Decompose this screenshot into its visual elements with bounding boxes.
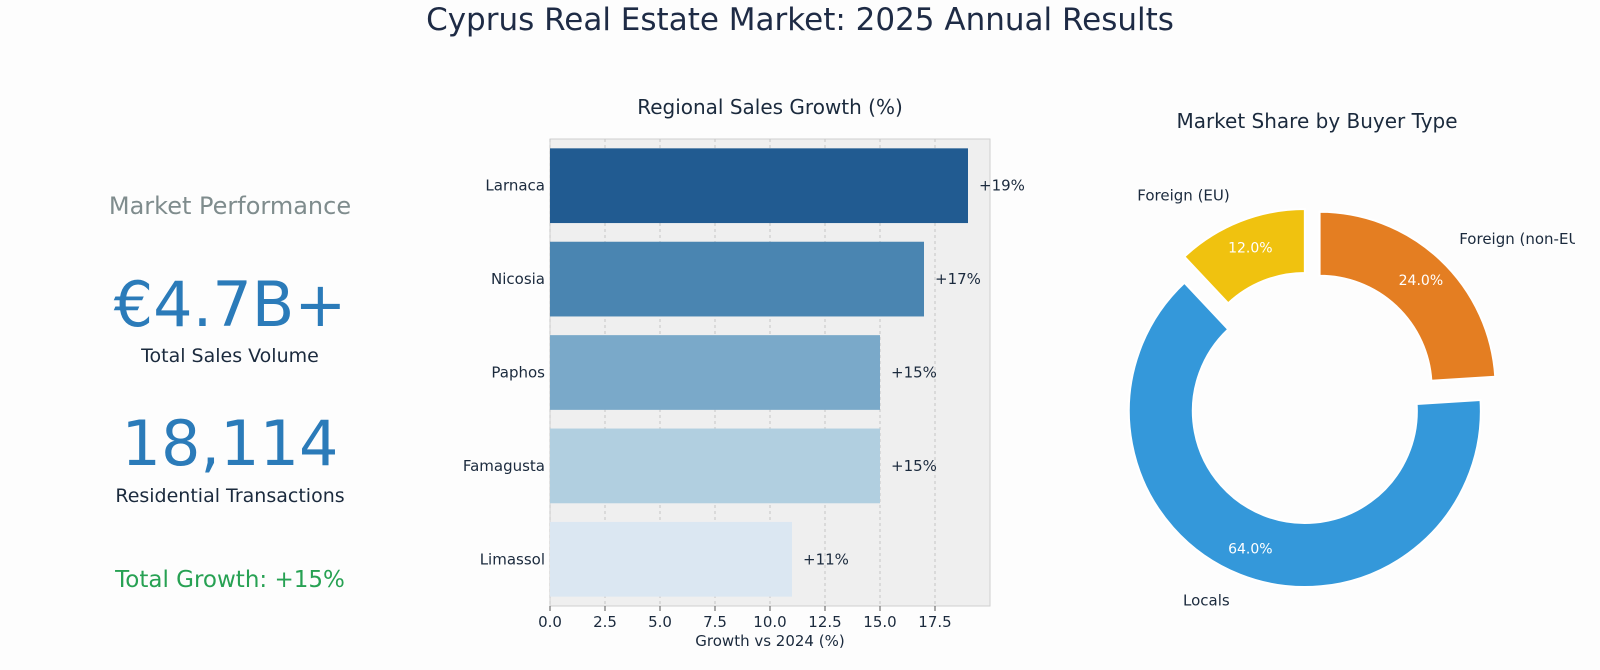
- bar-category-label: Paphos: [491, 364, 545, 382]
- buyer-share-donut-chart: Market Share by Buyer Type 24.0% Foreign …: [1127, 109, 1575, 610]
- bar-category-label: Limassol: [480, 550, 545, 568]
- bar-xtick-label: 17.5: [918, 613, 951, 631]
- donut-percent-label: 24.0%: [1399, 273, 1443, 289]
- bar-value-label: +17%: [935, 270, 981, 288]
- donut-category-label: Foreign (non-EU): [1459, 230, 1575, 248]
- bar-famagusta: [550, 428, 880, 504]
- regional-growth-bar-chart: Regional Sales Growth (%) Larnaca Nicosia…: [463, 95, 1025, 650]
- donut-chart-title: Market Share by Buyer Type: [1176, 109, 1457, 133]
- bar-value-label: +11%: [803, 550, 849, 568]
- sales-volume-label: Total Sales Volume: [141, 345, 319, 367]
- bar-chart-title: Regional Sales Growth (%): [637, 95, 903, 119]
- bar-category-label: Larnaca: [485, 177, 545, 195]
- bar-nicosia: [550, 241, 924, 317]
- total-growth-text: Total Growth: +15%: [115, 567, 345, 593]
- bar-xtick-label: 0.0: [538, 613, 562, 631]
- bar-xtick-label: 15.0: [863, 613, 896, 631]
- bar-xtick-label: 10.0: [753, 613, 786, 631]
- donut-slice-foreign-non-eu: [1318, 210, 1497, 382]
- transactions-label: Residential Transactions: [115, 485, 345, 507]
- donut-slice-foreign-eu: [1182, 207, 1306, 305]
- kpi-heading: Market Performance: [108, 192, 352, 220]
- bar-larnaca: [550, 148, 968, 224]
- bar-value-label: +15%: [891, 457, 937, 475]
- donut-category-label: Locals: [1183, 592, 1230, 610]
- sales-volume-value: €4.7B+: [113, 268, 347, 341]
- donut-percent-label: 12.0%: [1228, 240, 1272, 256]
- bar-category-label: Nicosia: [491, 270, 545, 288]
- donut-percent-label: 64.0%: [1228, 542, 1272, 558]
- bar-xtick-label: 7.5: [703, 613, 727, 631]
- bar-xtick-label: 2.5: [593, 613, 617, 631]
- transactions-value: 18,114: [121, 407, 339, 480]
- bar-chart-xlabel: Growth vs 2024 (%): [695, 632, 844, 650]
- donut-category-label: Foreign (EU): [1137, 186, 1229, 204]
- bar-paphos: [550, 335, 880, 410]
- bar-value-label: +15%: [891, 364, 937, 382]
- dashboard-title: Cyprus Real Estate Market: 2025 Annual R…: [426, 2, 1174, 38]
- bar-category-label: Famagusta: [463, 457, 545, 475]
- bar-xtick-label: 5.0: [648, 613, 672, 631]
- bar-xtick-label: 12.5: [808, 613, 841, 631]
- bar-value-label: +19%: [979, 177, 1025, 195]
- donut-slice-locals: [1127, 281, 1482, 588]
- bar-limassol: [550, 521, 792, 597]
